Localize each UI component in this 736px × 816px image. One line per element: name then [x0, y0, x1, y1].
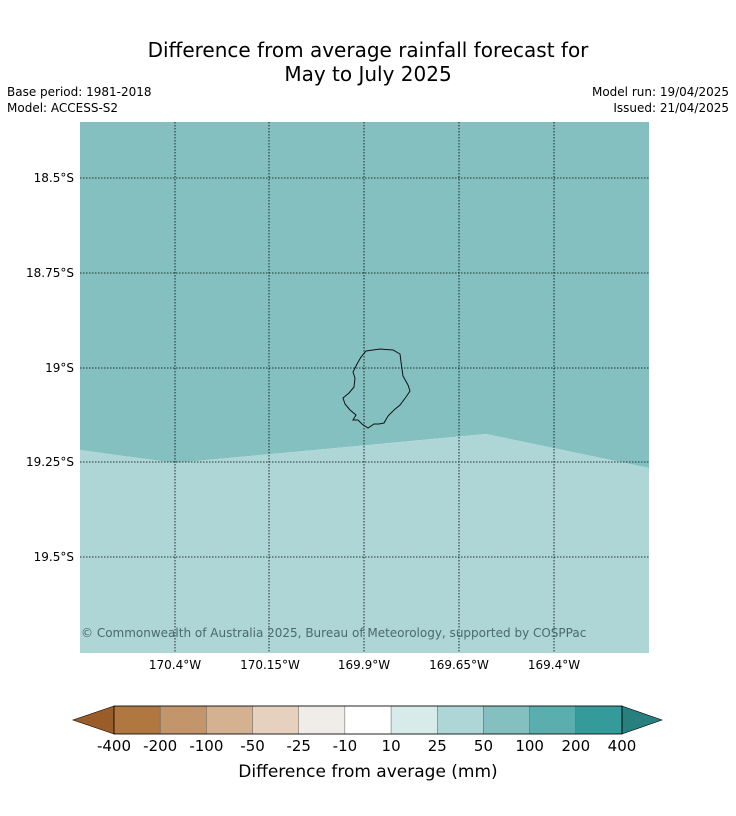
- colorbar-tick-label: -100: [189, 737, 223, 755]
- colorbar-segment: [113, 705, 161, 735]
- lon-label-5: 169.4°W: [528, 658, 580, 672]
- colorbar-tick-label: -25: [286, 737, 311, 755]
- colorbar-segment: [159, 705, 207, 735]
- colorbar-extend-low: [72, 705, 115, 735]
- issued-date: Issued: 21/04/2025: [613, 101, 729, 115]
- colorbar-tick-label: 50: [474, 737, 493, 755]
- colorbar-tick-label: -400: [97, 737, 131, 755]
- island-outline: [342, 348, 411, 429]
- lon-label-4: 169.65°W: [429, 658, 489, 672]
- lat-label-1: 18.5°S: [34, 171, 74, 185]
- colorbar-tick-label: -50: [240, 737, 265, 755]
- colorbar-segment: [390, 705, 438, 735]
- colorbar-tick-label: 25: [428, 737, 447, 755]
- lat-label-3: 19°S: [45, 361, 74, 375]
- base-period: Base period: 1981-2018: [7, 85, 152, 99]
- colorbar-segments: [72, 705, 663, 735]
- colorbar-segment: [344, 705, 392, 735]
- colorbar-outline: [113, 705, 623, 735]
- model-run: Model run: 19/04/2025: [591, 85, 729, 99]
- colorbar: -400 -200 -100 -50 -25 -10 10 25 50 100 200 400: [72, 705, 663, 755]
- colorbar-tick-label: -200: [143, 737, 177, 755]
- lon-label-1: 170.4°W: [149, 658, 201, 672]
- lon-label-3: 169.9°W: [338, 658, 390, 672]
- colorbar-tick-label: 100: [515, 737, 544, 755]
- map-panel: 18.5°S 18.75°S 19°S 19.25°S 19.5°S 170.4…: [26, 122, 649, 672]
- colorbar-ticks: -400 -200 -100 -50 -25 -10 10 25 50 100 200 400: [97, 737, 636, 755]
- colorbar-segment: [298, 705, 346, 735]
- title-line-2: May to July 2025: [284, 62, 452, 86]
- colorbar-segment: [529, 705, 577, 735]
- colorbar-title: Difference from average (mm): [238, 762, 498, 782]
- colorbar-segment: [252, 705, 299, 735]
- colorbar-segment: [575, 705, 623, 735]
- lat-label-5: 19.5°S: [34, 550, 74, 564]
- region-upper: [80, 122, 649, 468]
- colorbar-segment: [206, 705, 253, 735]
- model-name: Model: ACCESS-S2: [7, 101, 119, 115]
- copyright-notice: © Commonwealth of Australia 2025, Bureau…: [81, 626, 587, 640]
- colorbar-extend-high: [621, 705, 663, 735]
- colorbar-tick-label: 10: [382, 737, 401, 755]
- colorbar-segment: [437, 705, 484, 735]
- lat-label-2: 18.75°S: [26, 266, 74, 280]
- colorbar-segment: [483, 705, 530, 735]
- lon-label-2: 170.15°W: [240, 658, 300, 672]
- meta-left: Base period: 1981-2018 Model: ACCESS-S2: [7, 84, 152, 116]
- map-title: Difference from average rainfall forecas…: [0, 38, 736, 86]
- gridlines: [80, 122, 649, 653]
- meta-right: Model run: 19/04/2025 Issued: 21/04/2025: [592, 84, 729, 116]
- colorbar-tick-label: 200: [561, 737, 590, 755]
- region-lower: [80, 434, 649, 653]
- colorbar-tick-label: -10: [333, 737, 358, 755]
- title-line-1: Difference from average rainfall forecas…: [147, 38, 589, 62]
- colorbar-tick-label: 400: [608, 737, 637, 755]
- lat-label-4: 19.25°S: [26, 455, 74, 469]
